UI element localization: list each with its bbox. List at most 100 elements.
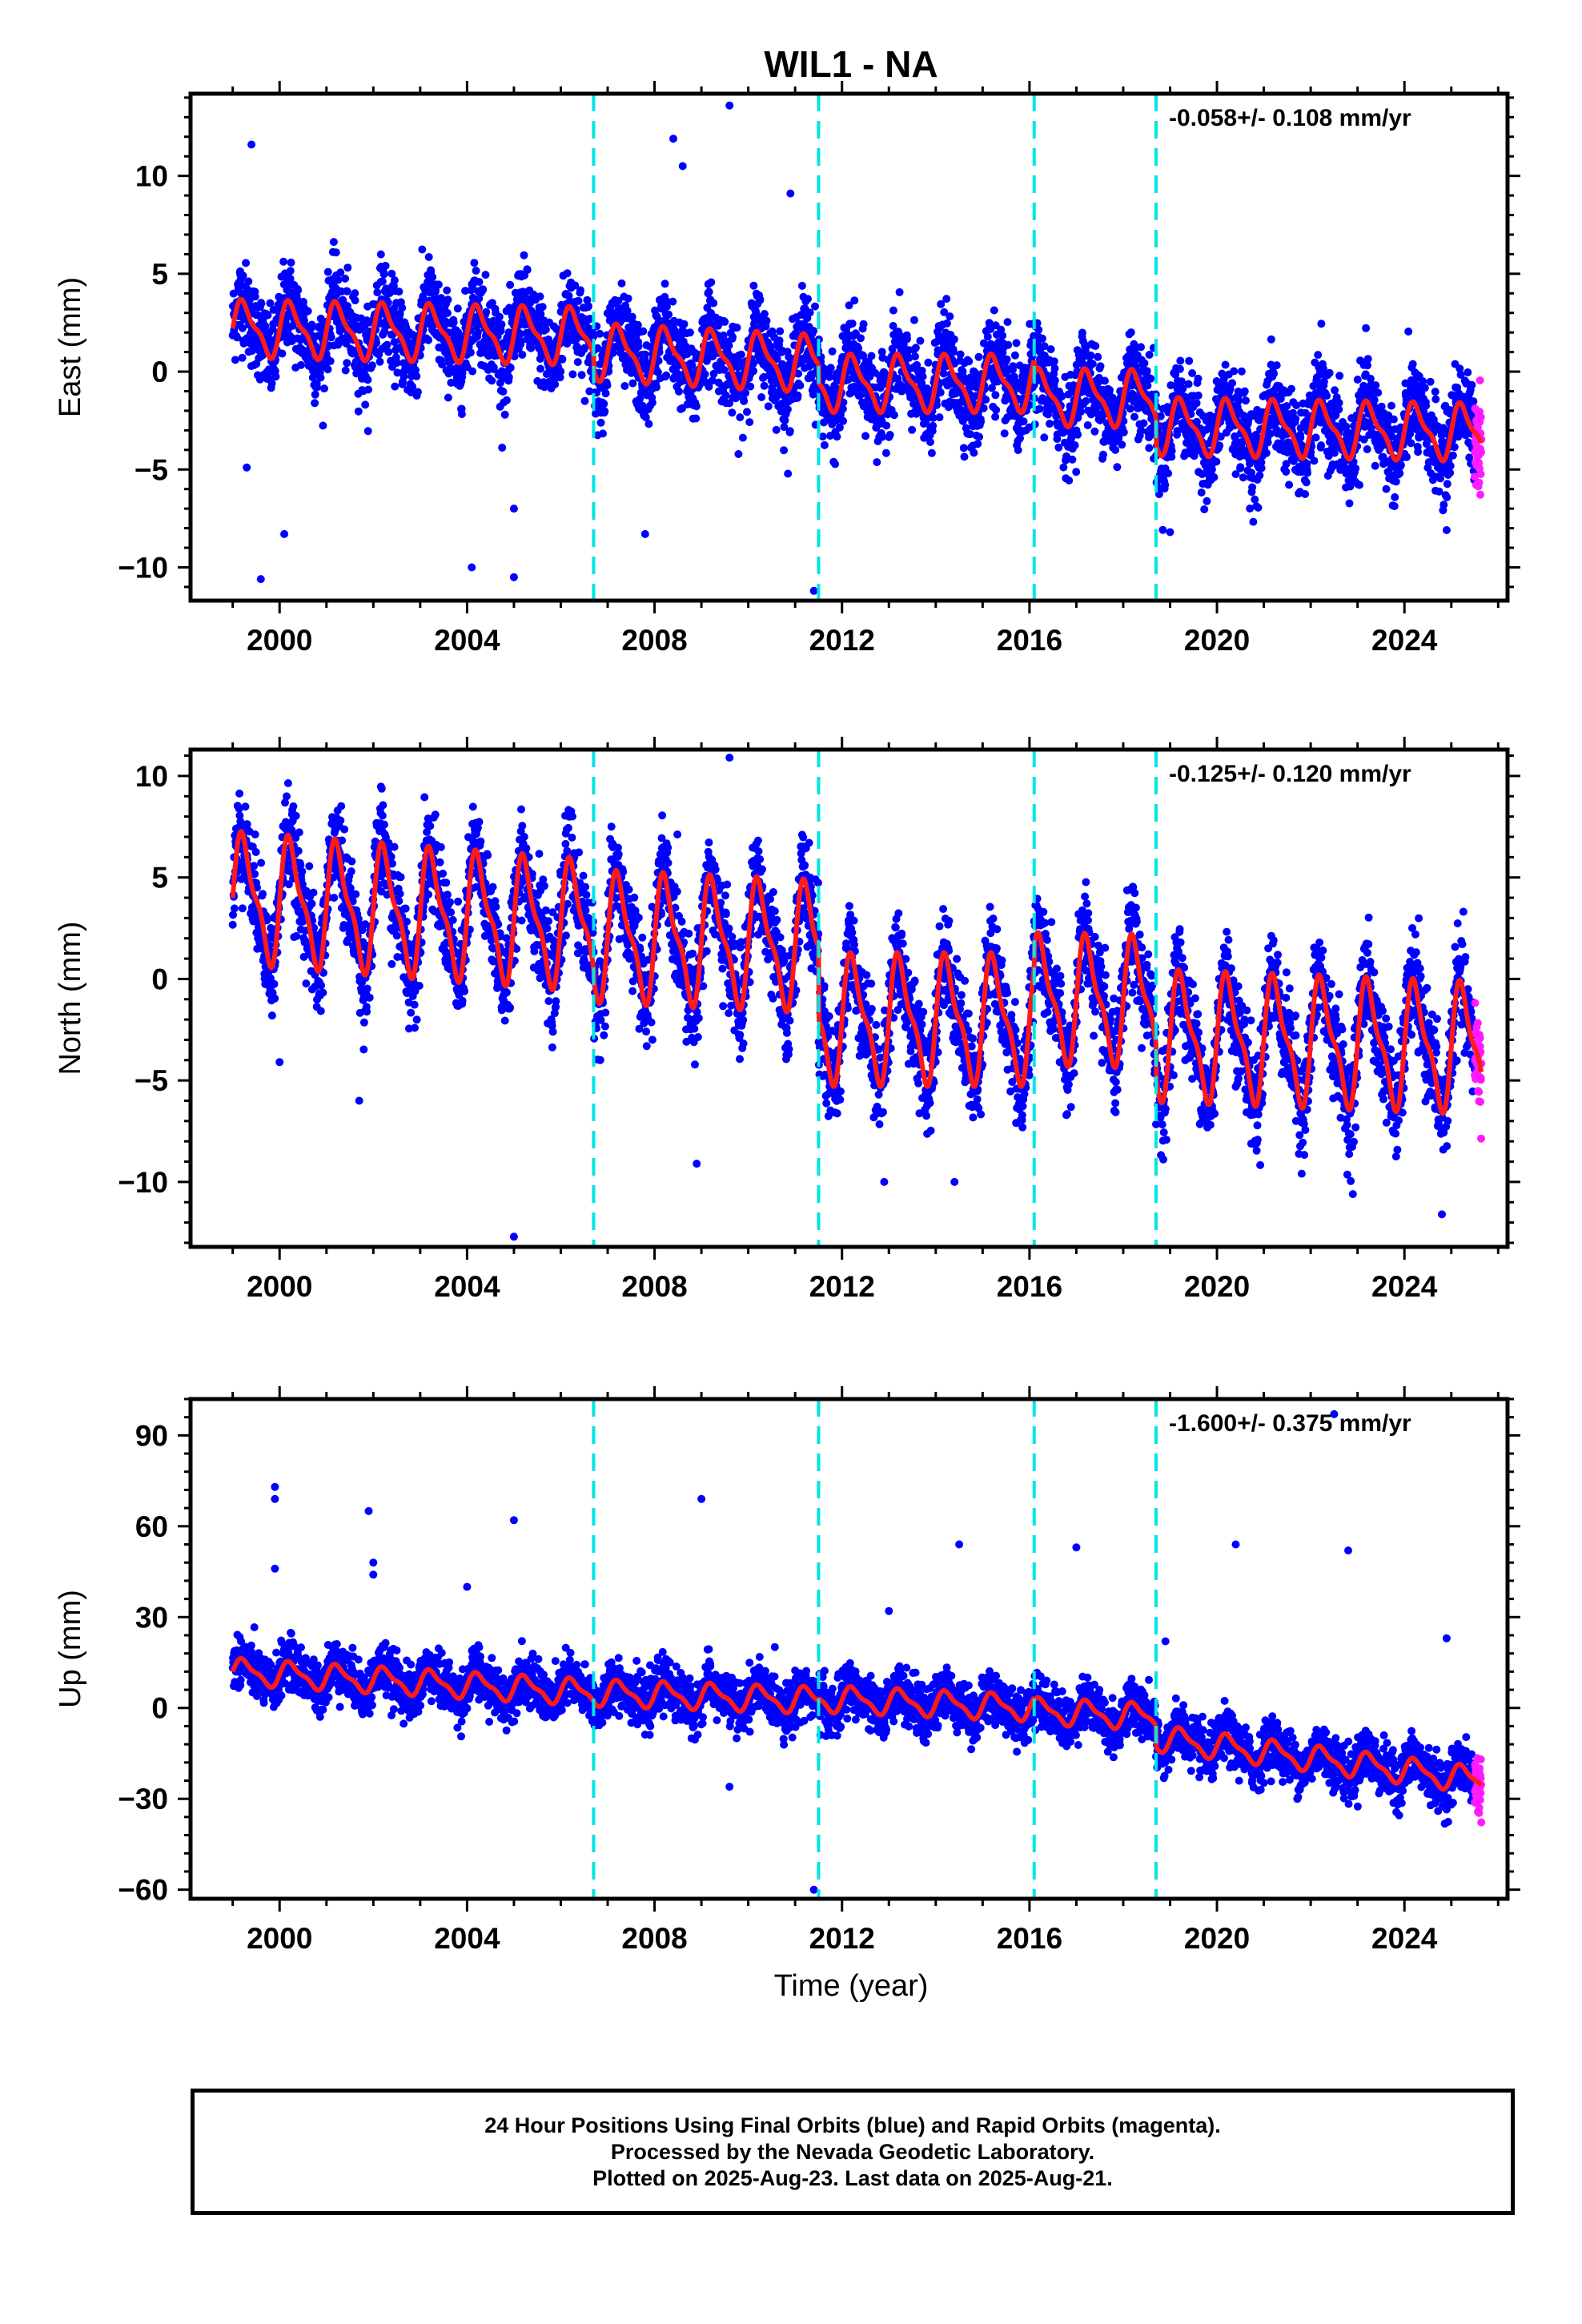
final-point [825, 372, 834, 381]
final-point [520, 251, 528, 259]
final-point [251, 292, 259, 301]
final-point [1072, 468, 1081, 476]
final-point [895, 287, 904, 296]
final-point [458, 368, 467, 377]
final-point [596, 418, 605, 427]
final-point [918, 372, 927, 381]
final-point [776, 327, 785, 336]
final-point [929, 413, 938, 422]
final-point [709, 299, 718, 308]
final-point [896, 331, 904, 340]
final-point [499, 388, 508, 396]
final-point [1448, 451, 1457, 460]
final-point [835, 423, 844, 432]
final-point [1335, 399, 1343, 407]
final-point [603, 381, 612, 390]
final-point [331, 248, 340, 257]
final-point [375, 357, 384, 366]
final-point [316, 373, 325, 382]
final-point [725, 399, 734, 408]
final-point [908, 425, 917, 434]
rapid-point [1475, 478, 1484, 487]
final-point [320, 384, 328, 393]
final-point [926, 438, 934, 446]
final-point [1068, 455, 1077, 464]
final-point [1070, 441, 1079, 449]
outlier-point [1166, 528, 1174, 537]
final-point [889, 322, 897, 330]
final-point [1113, 463, 1122, 472]
final-point [1282, 468, 1291, 476]
final-point [654, 356, 663, 365]
final-point [833, 432, 841, 441]
final-point [1464, 368, 1472, 376]
final-point [707, 278, 716, 287]
final-point [794, 369, 803, 378]
final-point [839, 416, 848, 425]
final-point [1176, 356, 1185, 365]
final-point [1142, 367, 1151, 376]
final-point [379, 270, 388, 279]
final-point [983, 332, 992, 341]
final-point [960, 452, 969, 461]
final-point [335, 327, 344, 336]
final-point [311, 390, 319, 399]
final-point [987, 384, 996, 392]
final-point [1291, 415, 1300, 423]
final-point [965, 357, 974, 366]
final-point [749, 281, 758, 290]
final-point [1314, 351, 1323, 360]
final-point [294, 286, 303, 295]
final-point [1197, 489, 1206, 497]
final-point [620, 382, 629, 390]
final-point [551, 380, 560, 388]
final-point [1407, 439, 1415, 448]
final-point [1446, 461, 1455, 470]
final-point [1046, 345, 1055, 354]
final-point [1374, 388, 1383, 397]
final-point [1002, 355, 1011, 364]
final-point [243, 284, 251, 292]
final-point [1090, 427, 1099, 436]
x-tick-label: 2016 [997, 624, 1062, 657]
final-point [1091, 342, 1100, 350]
final-point [1391, 493, 1399, 501]
final-point [1078, 328, 1086, 337]
final-point [1469, 397, 1478, 406]
final-point [745, 418, 754, 427]
final-point [1414, 448, 1423, 456]
final-point [648, 398, 656, 407]
final-point [1139, 419, 1148, 428]
final-point [267, 379, 276, 388]
final-point [1317, 441, 1326, 450]
final-point [518, 351, 527, 359]
final-point [623, 307, 632, 316]
final-point [772, 425, 781, 434]
final-point [797, 281, 806, 290]
final-point [671, 327, 680, 336]
final-point [238, 324, 247, 332]
final-point [343, 287, 351, 296]
final-point [764, 402, 773, 411]
final-point [1403, 452, 1411, 461]
final-point [297, 360, 305, 369]
final-point [910, 316, 918, 324]
final-point [408, 382, 417, 391]
plot-area-east [228, 94, 1486, 601]
final-point [229, 289, 238, 298]
final-point [428, 272, 437, 281]
final-point [1019, 417, 1028, 426]
final-point [580, 396, 589, 405]
final-point [563, 269, 572, 278]
final-point [793, 391, 802, 400]
final-point [669, 297, 677, 306]
final-point [1118, 440, 1126, 449]
final-point [1254, 503, 1263, 512]
final-point [929, 421, 938, 430]
final-point [1371, 461, 1379, 470]
final-point [1221, 360, 1230, 369]
final-point [351, 289, 359, 298]
final-point [233, 333, 242, 342]
final-point [1094, 352, 1102, 361]
final-point [628, 312, 636, 321]
